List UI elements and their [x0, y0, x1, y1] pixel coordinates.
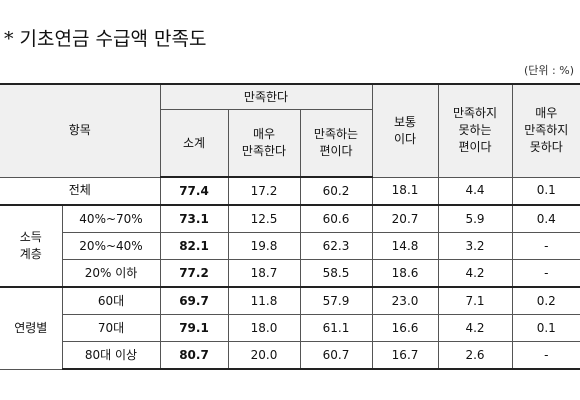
value-cell: 18.7: [227, 259, 301, 288]
value-cell: 58.5: [299, 259, 373, 288]
value-cell: 2.6: [437, 341, 513, 370]
value-cell: 16.6: [371, 314, 439, 342]
value-cell: 4.2: [437, 259, 513, 288]
value-cell: 77.4: [159, 176, 229, 206]
value-cell: 18.6: [371, 259, 439, 288]
value-cell: 11.8: [227, 286, 301, 315]
group-label: 소득 계층: [0, 204, 63, 288]
value-cell: 0.4: [511, 204, 580, 233]
group-label: 연령별: [0, 286, 63, 370]
header-row: 소계 매우 만족한다 만족하는 편이다: [0, 109, 580, 178]
row-label: 20% 이하: [62, 259, 161, 288]
table-row: 연령별 60대 69.7 11.8 57.9 23.0 7.1 0.2: [0, 286, 580, 370]
item-header: 항목: [0, 83, 161, 178]
value-cell: 73.1: [159, 204, 229, 233]
header-row: 항목 만족한다 보통 이다 만족하지 못하는 편이다 매우 만족하지 못하다: [0, 83, 580, 178]
value-cell: 4.2: [437, 314, 513, 342]
value-cell: 5.9: [437, 204, 513, 233]
value-cell: 77.2: [159, 259, 229, 288]
column-header: 보통 이다: [371, 83, 439, 178]
value-cell: 4.4: [437, 176, 513, 206]
table-row: 소득 계층 40%~70% 73.1 12.5 60.6 20.7 5.9 0.4: [0, 204, 580, 288]
column-header: 소계: [160, 109, 229, 178]
table-row: 70대 79.1 18.0 61.1 16.6 4.2 0.1: [0, 314, 580, 342]
value-cell: 61.1: [299, 314, 373, 342]
value-cell: 60.7: [299, 341, 373, 370]
row-label: 80대 이상: [62, 341, 161, 370]
value-cell: 0.2: [511, 286, 580, 315]
value-cell: 62.3: [299, 232, 373, 260]
column-header: 만족하지 못하는 편이다: [437, 83, 513, 178]
column-header: 매우 만족한다: [227, 109, 301, 178]
value-cell: -: [511, 232, 580, 260]
value-cell: 60.2: [299, 176, 373, 206]
value-cell: 0.1: [511, 314, 580, 342]
value-cell: 60.6: [299, 204, 373, 233]
data-table: 항목 만족한다 보통 이다 만족하지 못하는 편이다 매우 만족하지 못하다 소계 매우 …: [0, 83, 580, 370]
table-row: 전체 77.4 17.2 60.2 18.1 4.4 0.1: [0, 176, 580, 206]
value-cell: 80.7: [159, 341, 229, 370]
value-cell: -: [511, 259, 580, 288]
row-label: 전체: [0, 176, 161, 206]
table-row: 20%~40% 82.1 19.8 62.3 14.8 3.2-: [0, 232, 580, 260]
value-cell: 19.8: [227, 232, 301, 260]
value-cell: 12.5: [227, 204, 301, 233]
group-header: 만족한다: [159, 83, 373, 110]
table-row: 80대 이상 80.7 20.0 60.7 16.7 2.6-: [0, 341, 580, 370]
value-cell: 14.8: [371, 232, 439, 260]
row-label: 20%~40%: [62, 232, 161, 260]
value-cell: 3.2: [437, 232, 513, 260]
table-head: 항목 만족한다 보통 이다 만족하지 못하는 편이다 매우 만족하지 못하다 소계 매우 …: [0, 83, 580, 178]
row-label: 70대: [62, 314, 161, 342]
title: * 기초연금 수급액 만족도: [4, 28, 207, 50]
value-cell: 20.0: [227, 341, 301, 370]
value-cell: 0.1: [511, 176, 580, 206]
table-row: 20% 이하 77.2 18.7 58.5 18.6 4.2-: [0, 259, 580, 288]
value-cell: 79.1: [159, 314, 229, 342]
unit-note: (단위 : %): [524, 64, 574, 77]
row-label: 60대: [61, 286, 161, 315]
value-cell: 23.0: [371, 286, 439, 315]
value-cell: 17.2: [227, 176, 301, 206]
value-cell: 7.1: [437, 286, 513, 315]
value-cell: 18.0: [227, 314, 301, 342]
value-cell: -: [511, 341, 580, 370]
table-body: 전체 77.4 17.2 60.2 18.1 4.4 0.1 소득 계층 40%~70% 73.1…: [0, 176, 580, 370]
value-cell: 16.7: [371, 341, 439, 370]
value-cell: 82.1: [159, 232, 229, 260]
value-cell: 18.1: [371, 176, 439, 206]
value-cell: 69.7: [159, 286, 229, 315]
column-header: 만족하는 편이다: [299, 109, 373, 178]
row-label: 40%~70%: [61, 204, 161, 233]
column-header: 매우 만족하지 못하다: [511, 83, 580, 178]
value-cell: 20.7: [371, 204, 439, 233]
value-cell: 57.9: [299, 286, 373, 315]
